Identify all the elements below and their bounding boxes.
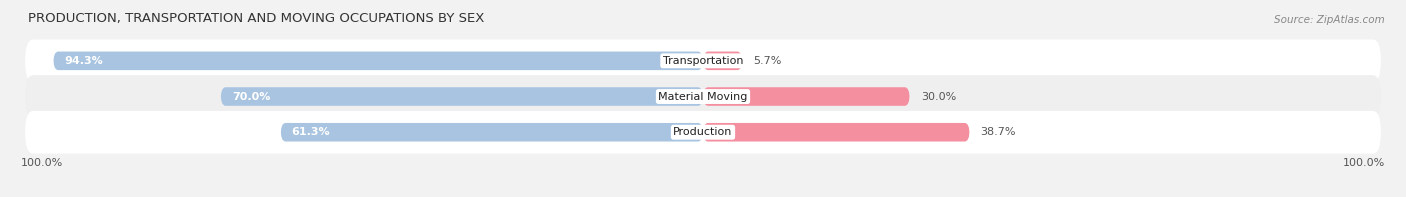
Text: 100.0%: 100.0% bbox=[1343, 158, 1385, 168]
FancyBboxPatch shape bbox=[221, 87, 703, 106]
Text: 94.3%: 94.3% bbox=[65, 56, 103, 66]
Text: 100.0%: 100.0% bbox=[21, 158, 63, 168]
FancyBboxPatch shape bbox=[703, 123, 970, 141]
Text: 61.3%: 61.3% bbox=[291, 127, 330, 137]
FancyBboxPatch shape bbox=[703, 87, 910, 106]
FancyBboxPatch shape bbox=[703, 52, 742, 70]
Text: Material Moving: Material Moving bbox=[658, 92, 748, 101]
FancyBboxPatch shape bbox=[53, 52, 703, 70]
Legend: Male, Female: Male, Female bbox=[643, 196, 763, 197]
Text: 30.0%: 30.0% bbox=[921, 92, 956, 101]
Text: Transportation: Transportation bbox=[662, 56, 744, 66]
Text: 70.0%: 70.0% bbox=[232, 92, 270, 101]
FancyBboxPatch shape bbox=[25, 39, 1381, 82]
FancyBboxPatch shape bbox=[25, 111, 1381, 154]
Text: 38.7%: 38.7% bbox=[980, 127, 1017, 137]
Text: 5.7%: 5.7% bbox=[754, 56, 782, 66]
Text: Source: ZipAtlas.com: Source: ZipAtlas.com bbox=[1274, 15, 1385, 25]
FancyBboxPatch shape bbox=[281, 123, 703, 141]
FancyBboxPatch shape bbox=[25, 75, 1381, 118]
Text: Production: Production bbox=[673, 127, 733, 137]
Text: PRODUCTION, TRANSPORTATION AND MOVING OCCUPATIONS BY SEX: PRODUCTION, TRANSPORTATION AND MOVING OC… bbox=[28, 12, 484, 25]
